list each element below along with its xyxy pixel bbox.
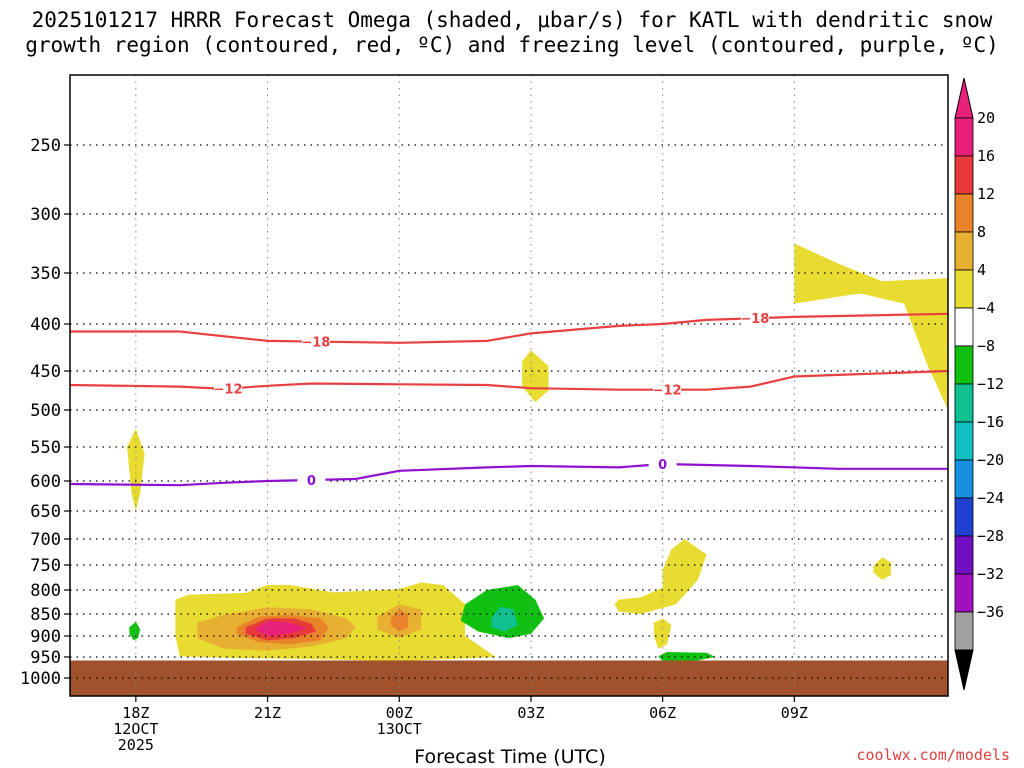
colorbar-swatch xyxy=(954,459,974,499)
colorbar-swatch xyxy=(954,117,974,157)
x-axis-title: Forecast Time (UTC) xyxy=(414,746,606,768)
colorbar-label: −12 xyxy=(977,375,1004,393)
shaded-region-omega-4-8-f xyxy=(614,539,707,614)
colorbar-swatch xyxy=(954,421,974,461)
contour-label-bg xyxy=(653,382,682,397)
x-tick-label: 03Z xyxy=(517,704,544,722)
contour-label-bg xyxy=(301,334,330,349)
x-tick-sublabel: 2025 xyxy=(118,736,154,754)
colorbar-label: 16 xyxy=(977,147,995,165)
shaded-region-omega-4-8-b xyxy=(522,350,549,403)
shaded-region-omega-neg4-8-a xyxy=(129,621,141,641)
colorbar-swatch xyxy=(954,269,974,309)
y-tick-label: 600 xyxy=(30,472,61,492)
credit-text: coolwx.com/models xyxy=(856,746,1010,764)
y-tick-label: 500 xyxy=(30,401,61,421)
colorbar-label: −20 xyxy=(977,451,1004,469)
shaded-region-omega-neg8-12 xyxy=(491,606,518,632)
x-tick-label: 21Z xyxy=(254,704,281,722)
y-tick-label: 350 xyxy=(30,264,61,284)
colorbar-swatch xyxy=(954,231,974,271)
colorbar-swatch xyxy=(954,497,974,537)
y-tick-label: 1000 xyxy=(20,669,61,689)
colorbar-label: −16 xyxy=(977,413,1004,431)
colorbar-label: −28 xyxy=(977,527,1004,545)
x-tick-label: 09Z xyxy=(781,704,808,722)
contour-dgz-top xyxy=(70,312,949,344)
y-tick-label: 250 xyxy=(30,136,61,156)
colorbar-swatch xyxy=(954,155,974,195)
colorbar-label: −24 xyxy=(977,489,1004,507)
y-tick-label: 800 xyxy=(30,581,61,601)
contour-label: 0 xyxy=(658,458,667,473)
plot-frame xyxy=(69,74,949,697)
colorbar-label: −8 xyxy=(977,337,995,355)
shaded-region-omega-4-8-a xyxy=(127,428,145,511)
colorbar-label: −4 xyxy=(977,299,995,317)
y-tick-label: 950 xyxy=(30,648,61,668)
shaded-region-omega-4-8-c xyxy=(794,243,948,410)
colorbar-swatch xyxy=(954,345,974,385)
colorbar-bottom-arrow xyxy=(954,649,974,691)
colorbar-label: 4 xyxy=(977,261,986,279)
chart-title-line1: 2025101217 HRRR Forecast Omega (shaded, … xyxy=(31,8,993,32)
colorbar-swatch xyxy=(954,611,974,651)
x-tick-sublabel: 13OCT xyxy=(377,720,422,738)
contour-label: −12 xyxy=(214,383,243,398)
y-tick-label: 300 xyxy=(30,205,61,225)
colorbar-label: −32 xyxy=(977,565,1004,583)
contour-freezing-level xyxy=(69,462,948,487)
contour-label: −18 xyxy=(301,336,330,351)
x-tick-label: 18Z xyxy=(122,704,149,722)
contour-dgz-bottom xyxy=(69,369,949,391)
contour-label-bg xyxy=(297,472,326,487)
shaded-region-omega-gt-20 xyxy=(254,620,308,636)
colorbar-top-arrow xyxy=(954,77,974,119)
x-tick-sublabel: 12OCT xyxy=(113,720,158,738)
shaded-region-omega-12-16-b xyxy=(390,609,408,632)
contour-label-bg xyxy=(648,457,677,471)
colorbar-swatch xyxy=(954,307,974,347)
y-tick-label: 900 xyxy=(30,627,61,647)
shaded-region-omega-neg4-8-c xyxy=(658,652,716,662)
y-tick-label: 450 xyxy=(30,362,61,382)
contour-label-bg xyxy=(214,381,243,396)
x-tick-label: 06Z xyxy=(649,704,676,722)
colorbar-label: 20 xyxy=(977,109,995,127)
y-tick-label: 700 xyxy=(30,530,61,550)
y-tick-label: 850 xyxy=(30,605,61,625)
contour-label: −12 xyxy=(653,384,682,399)
y-tick-label: 550 xyxy=(30,438,61,458)
colorbar-label: 8 xyxy=(977,223,986,241)
colorbar-swatch xyxy=(954,193,974,233)
colorbar-label: −36 xyxy=(977,603,1004,621)
y-tick-label: 650 xyxy=(30,502,61,522)
ground-fill xyxy=(70,660,948,696)
colorbar-label: 12 xyxy=(977,185,995,203)
x-tick-label: 00Z xyxy=(386,704,413,722)
shaded-region-omega-4-8-g xyxy=(653,618,672,649)
colorbar-swatch xyxy=(954,535,974,575)
chart-title-line2: growth region (contoured, red, ºC) and f… xyxy=(25,33,999,57)
shaded-region-omega-4-8-d xyxy=(873,557,891,580)
contour-label: 0 xyxy=(307,474,316,489)
y-tick-label: 750 xyxy=(30,556,61,576)
y-tick-label: 400 xyxy=(30,315,61,335)
colorbar-swatch xyxy=(954,573,974,613)
colorbar-swatch xyxy=(954,383,974,423)
contour-label: −18 xyxy=(740,312,769,327)
contour-label-bg xyxy=(740,311,769,326)
